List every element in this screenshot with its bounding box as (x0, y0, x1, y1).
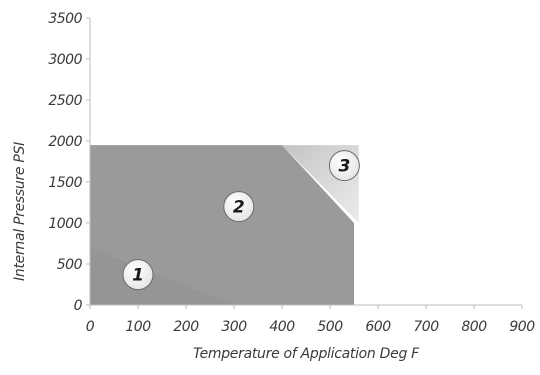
y-tick-label: 2500 (48, 93, 82, 109)
x-tick-label: 900 (509, 319, 535, 335)
x-tick-label: 0 (86, 319, 95, 335)
x-tick-label: 600 (365, 319, 391, 335)
region-2-badge (223, 191, 255, 223)
y-tick-label: 500 (57, 257, 83, 273)
y-tick-label: 3500 (48, 11, 82, 27)
labels-layer: 1 2 3 (122, 150, 360, 291)
region-1-badge (122, 259, 154, 291)
x-axis-title: Temperature of Application Deg F (193, 346, 420, 362)
x-tick-label: 500 (317, 319, 343, 335)
x-tick-label: 300 (221, 319, 247, 335)
x-tick-label: 100 (125, 319, 151, 335)
region-2-area (90, 145, 354, 305)
y-tick-label: 0 (74, 298, 83, 314)
x-tick-label: 800 (461, 319, 487, 335)
y-tick-label: 2000 (48, 134, 82, 150)
region-1-label: 1 (132, 266, 144, 286)
x-tick-label: 200 (173, 319, 199, 335)
y-axis-title: Internal Pressure PSI (12, 142, 28, 281)
region-2-label: 2 (233, 198, 245, 218)
x-tick-label: 400 (269, 319, 295, 335)
region-3-badge (328, 150, 360, 182)
y-tick-label: 1500 (48, 175, 82, 191)
region-3-label: 3 (338, 157, 350, 177)
y-tick-label: 3000 (48, 52, 82, 68)
region-1-area (90, 247, 234, 305)
x-tick-label: 700 (413, 319, 439, 335)
y-tick-label: 1000 (48, 216, 82, 232)
